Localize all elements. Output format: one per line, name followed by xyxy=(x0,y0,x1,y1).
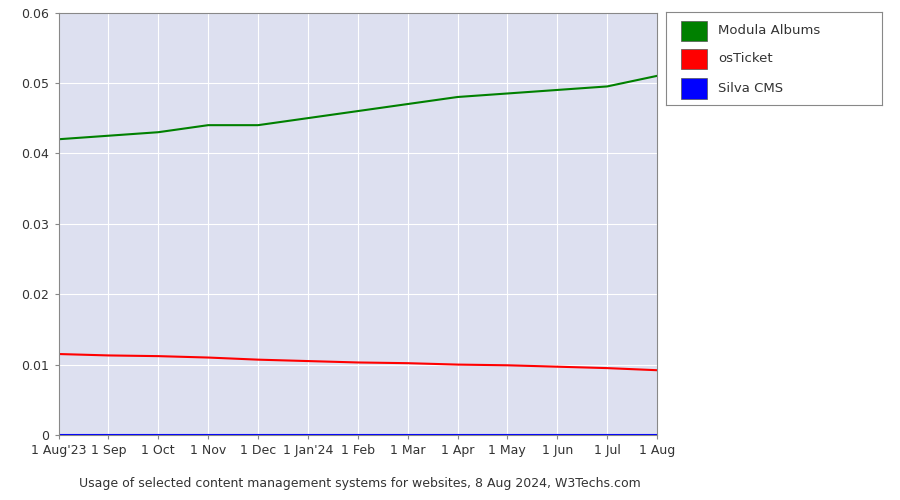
Bar xyxy=(681,21,707,41)
Text: Modula Albums: Modula Albums xyxy=(718,24,820,38)
Bar xyxy=(681,48,707,69)
Text: Silva CMS: Silva CMS xyxy=(718,82,783,95)
Bar xyxy=(681,78,707,98)
Text: osTicket: osTicket xyxy=(718,52,772,65)
Text: Usage of selected content management systems for websites, 8 Aug 2024, W3Techs.c: Usage of selected content management sys… xyxy=(79,477,641,490)
